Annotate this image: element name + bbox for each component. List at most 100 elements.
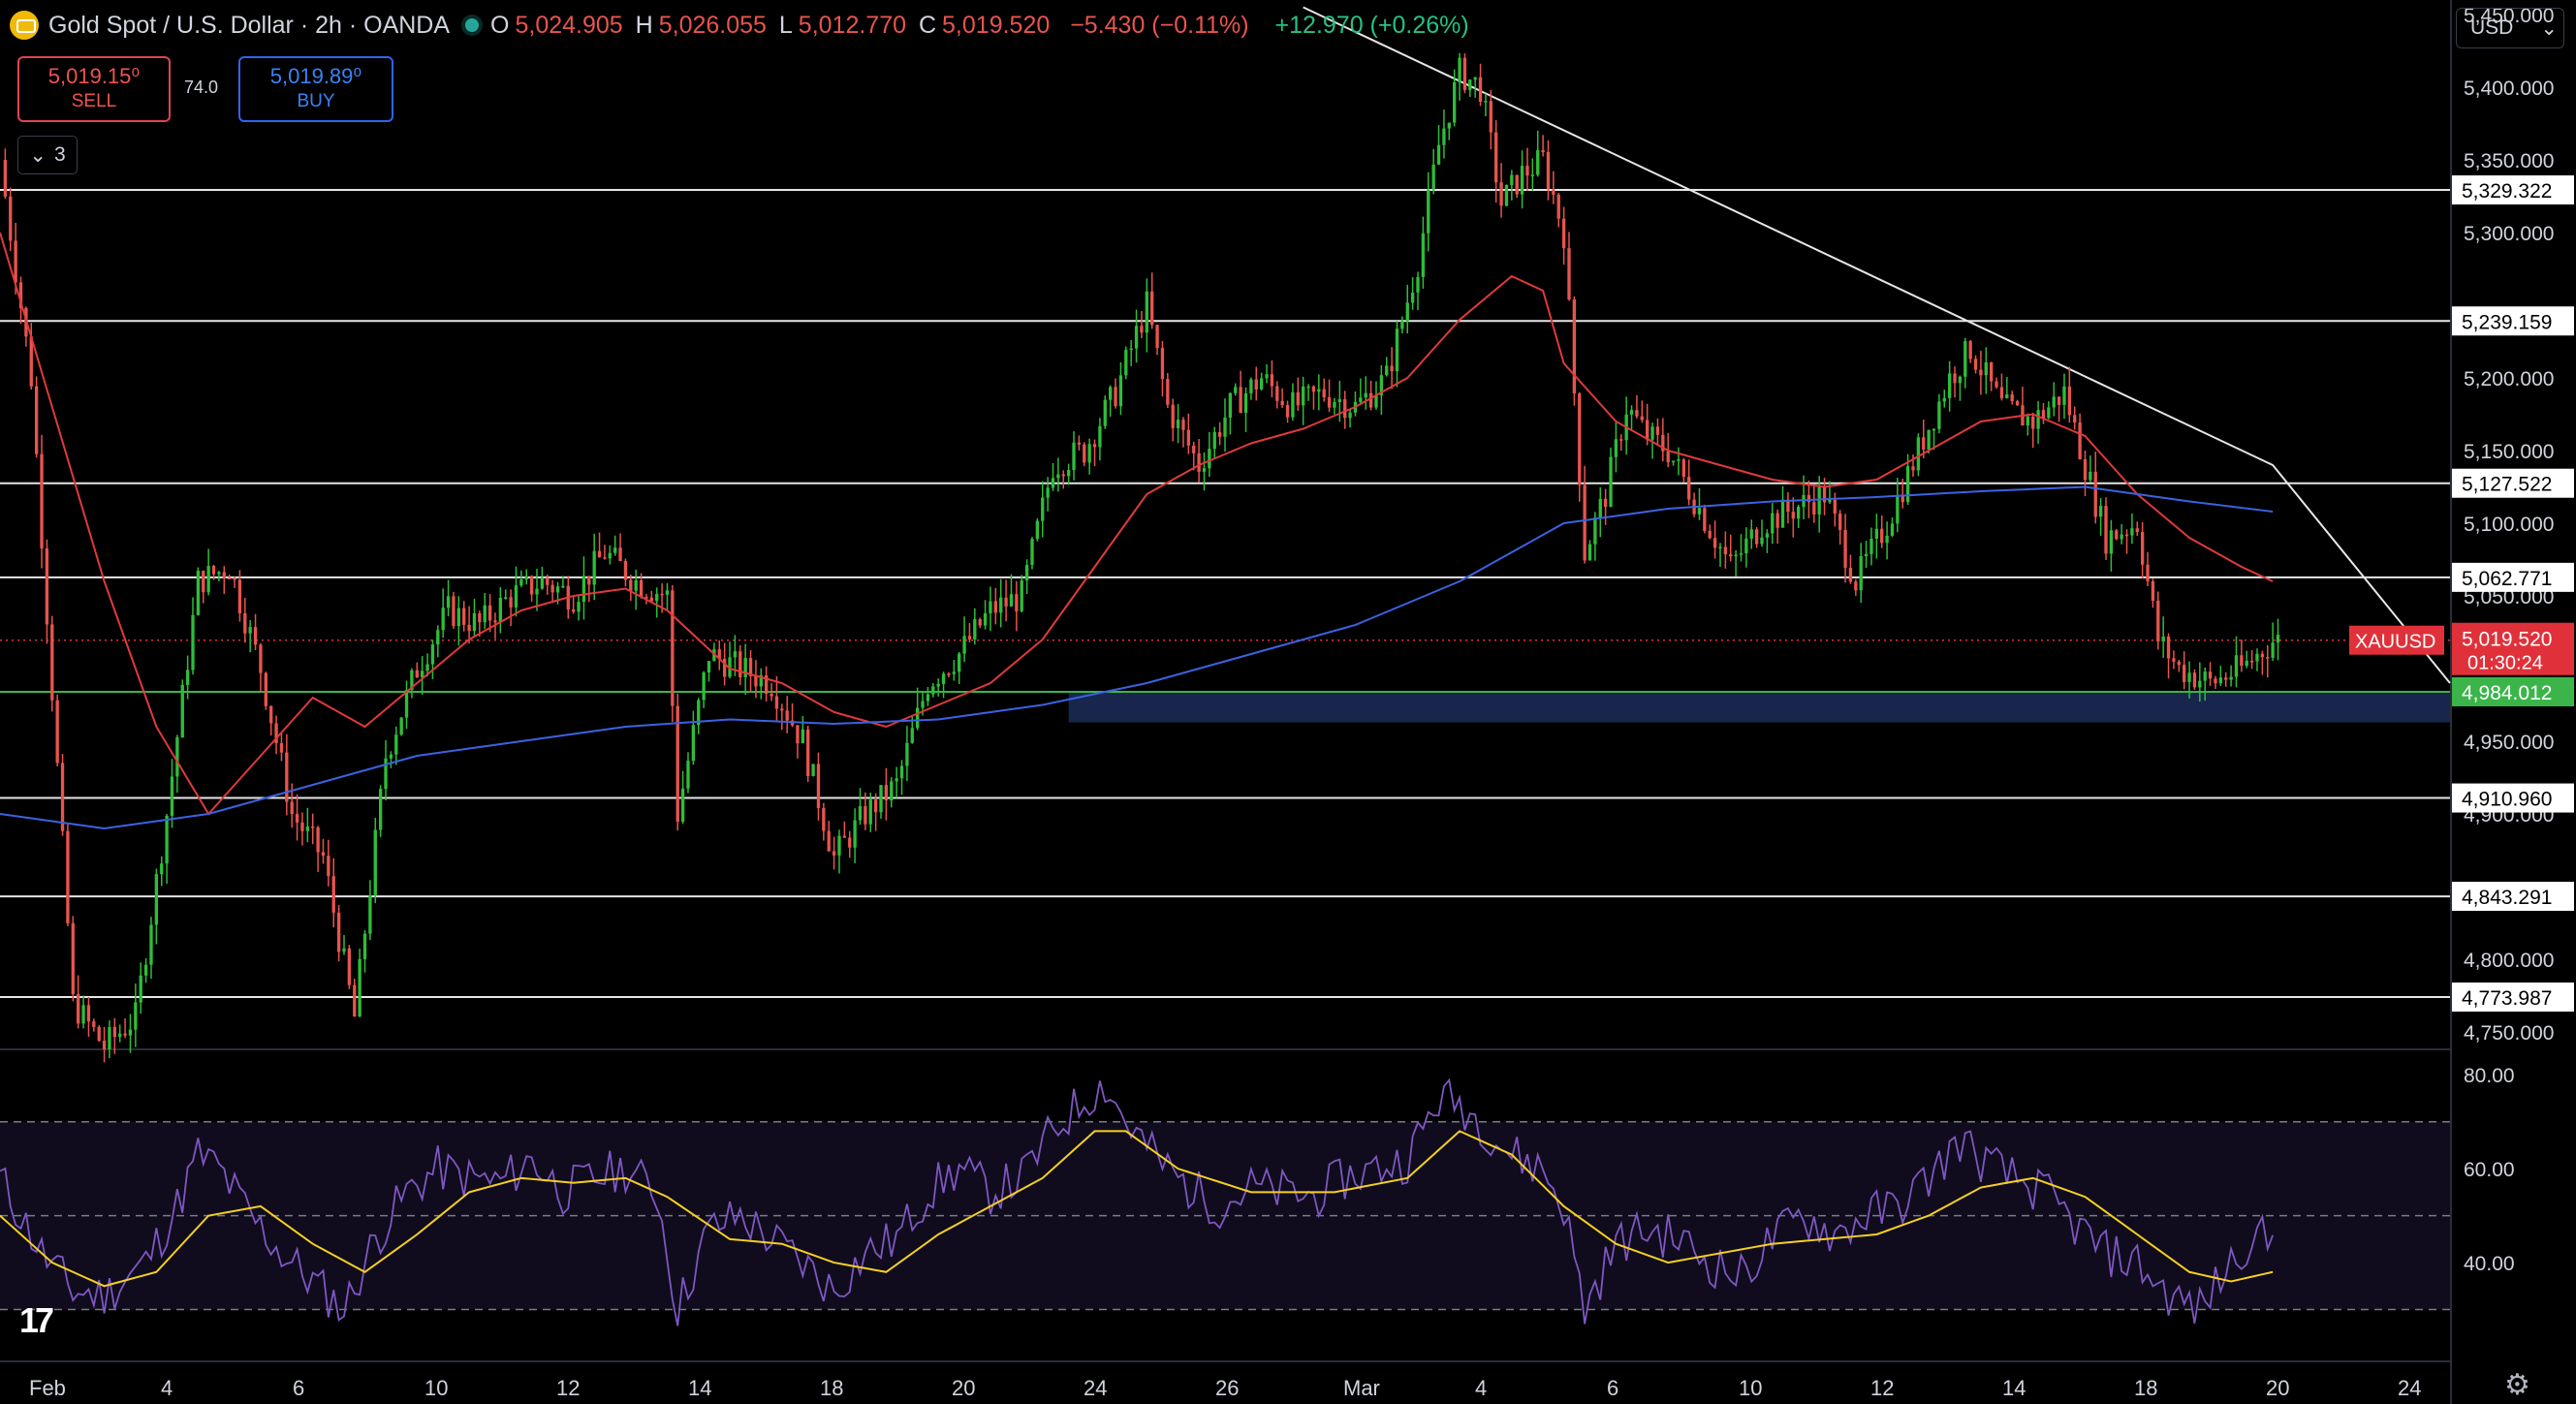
candle xyxy=(321,838,326,864)
candle xyxy=(196,567,201,616)
candle xyxy=(1995,377,1998,390)
chevron-down-icon: ⌄ xyxy=(2540,16,2558,40)
candle xyxy=(1786,491,1790,524)
symbol-title[interactable]: Gold Spot / U.S. Dollar · 2h · OANDA xyxy=(48,11,451,39)
candle-body xyxy=(1552,189,1555,195)
candle-body xyxy=(1302,386,1305,406)
candle-body xyxy=(347,948,352,985)
candle-body xyxy=(529,576,534,595)
candle-body xyxy=(2115,530,2119,540)
candle xyxy=(1322,378,1326,402)
candle xyxy=(2130,514,2134,545)
sell-price: 5,019.15⁰ xyxy=(47,64,141,88)
candle xyxy=(649,590,654,604)
candle xyxy=(410,668,414,699)
candle xyxy=(1504,184,1509,207)
candle xyxy=(1368,380,1373,411)
candle xyxy=(1552,171,1555,204)
candle xyxy=(958,652,961,685)
candle xyxy=(1024,559,1029,594)
candle-body xyxy=(71,922,75,994)
candle-body xyxy=(1697,508,1702,515)
candle xyxy=(134,983,138,1047)
time-tick-label: 14 xyxy=(2002,1376,2026,1400)
candle xyxy=(399,717,403,736)
candle xyxy=(1009,574,1014,608)
candle xyxy=(1499,163,1503,218)
buy-button[interactable]: 5,019.89⁰ BUY xyxy=(238,56,393,122)
candle xyxy=(2124,529,2129,554)
candle-body xyxy=(1760,537,1764,545)
currency-label: USD xyxy=(2470,16,2514,39)
candle xyxy=(1536,130,1540,177)
candle-body xyxy=(1593,517,1597,545)
candle xyxy=(1208,431,1211,478)
candle xyxy=(1291,383,1295,421)
candle-body xyxy=(2271,642,2275,658)
candle xyxy=(1958,375,1963,401)
candle xyxy=(1254,366,1258,401)
candle xyxy=(1234,383,1238,396)
candle-body xyxy=(1118,375,1123,407)
candle xyxy=(2229,665,2233,687)
candle-body xyxy=(1291,391,1295,418)
rsi-moving-average xyxy=(0,1130,2274,1288)
price-tick-label: 5,400.000 xyxy=(2464,78,2554,100)
candle xyxy=(634,569,638,610)
candle xyxy=(1754,526,1759,548)
candle xyxy=(139,962,142,1014)
candle-body xyxy=(2249,660,2254,663)
candle xyxy=(202,570,205,604)
candle-body xyxy=(926,694,930,702)
candle-body xyxy=(1646,420,1649,440)
candle xyxy=(1775,509,1779,545)
candle-body xyxy=(623,561,628,580)
candle-body xyxy=(801,729,804,744)
candle xyxy=(1181,417,1185,448)
candle xyxy=(1587,540,1592,561)
currency-select[interactable]: USD ⌄ xyxy=(2456,8,2564,48)
level-price-tag-text: 5,127.522 xyxy=(2462,474,2552,496)
candle-body xyxy=(1270,374,1274,387)
candle-body xyxy=(1854,581,1858,591)
candle-body xyxy=(1812,502,1816,515)
level-price-tag: 5,239.159 xyxy=(2452,306,2574,336)
candle-body xyxy=(185,670,190,685)
gear-icon[interactable]: ⚙ xyxy=(2504,1369,2530,1401)
demand-zone xyxy=(1068,692,2450,723)
candle xyxy=(603,545,607,560)
candle xyxy=(285,733,289,816)
candle-body xyxy=(785,710,789,721)
indicators-toggle-button[interactable]: ⌄ 3 xyxy=(17,136,78,174)
candle xyxy=(1098,418,1102,461)
candle-body xyxy=(336,912,341,952)
candle xyxy=(1635,394,1639,419)
candle-body xyxy=(1963,341,1967,377)
candle-body xyxy=(2172,658,2176,662)
candle xyxy=(675,693,679,831)
candle-body xyxy=(1937,401,1941,429)
candle-body xyxy=(421,671,424,678)
candle-body xyxy=(873,799,878,813)
ticker-tag-bg xyxy=(2349,625,2444,655)
candle xyxy=(2187,661,2191,699)
symbol-header[interactable]: Gold Spot / U.S. Dollar · 2h · OANDA O 5,… xyxy=(10,6,1475,45)
candle-body xyxy=(1077,442,1082,445)
candle xyxy=(123,1018,127,1039)
candle-body xyxy=(1890,523,1895,536)
candle xyxy=(1202,452,1207,491)
candle xyxy=(587,576,591,603)
candle xyxy=(97,1025,101,1043)
countdown-value: 01:30:24 xyxy=(2467,653,2543,674)
candle-body xyxy=(967,636,972,640)
level-price-tag-text: 4,910.960 xyxy=(2462,789,2552,811)
candle xyxy=(770,683,773,702)
sell-button[interactable]: 5,019.15⁰ SELL xyxy=(17,56,171,122)
candle xyxy=(1932,428,1936,451)
candle xyxy=(1364,376,1367,410)
candle-body xyxy=(691,725,696,762)
candle xyxy=(1129,339,1133,366)
candle-body xyxy=(1259,378,1264,390)
candle xyxy=(237,570,242,622)
